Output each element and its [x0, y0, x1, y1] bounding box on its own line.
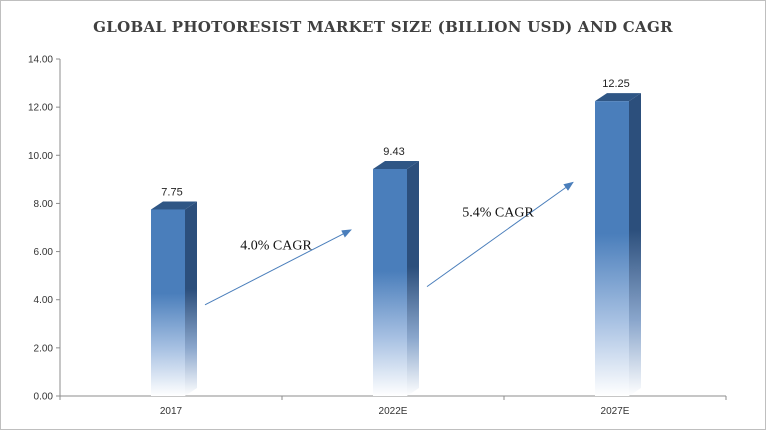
bar-front	[373, 169, 407, 396]
cagr-arrow	[426, 181, 574, 288]
cagr-label: 5.4% CAGR	[462, 205, 534, 220]
bar-2027E	[595, 93, 641, 396]
x-tick-label: 2017	[160, 406, 183, 417]
bar-top	[595, 93, 641, 102]
cagr-arrow	[204, 229, 352, 306]
bar-side	[629, 93, 641, 396]
y-tick-label: 14.00	[28, 55, 53, 66]
data-label: 12.25	[602, 78, 630, 90]
y-tick-label: 12.00	[28, 103, 53, 114]
x-tick-label: 2022E	[379, 406, 408, 417]
bar-side	[407, 161, 419, 396]
bar-front	[151, 209, 185, 396]
y-tick-label: 2.00	[34, 343, 54, 354]
y-tick-label: 10.00	[28, 151, 53, 162]
bar-top	[373, 161, 419, 170]
bar-2022E	[373, 161, 419, 396]
bar-top	[151, 201, 197, 210]
bar-side	[185, 201, 197, 396]
bar-front	[595, 101, 629, 396]
cagr-label: 4.0% CAGR	[240, 238, 312, 253]
y-tick-label: 0.00	[34, 392, 54, 403]
bar-2017	[151, 201, 197, 396]
data-label: 7.75	[161, 186, 182, 198]
y-tick-label: 6.00	[34, 247, 54, 258]
x-tick-label: 2027E	[601, 406, 630, 417]
data-label: 9.43	[383, 146, 404, 158]
chart-title: GLOBAL PHOTORESIST MARKET SIZE (BILLION …	[93, 18, 673, 36]
y-tick-label: 4.00	[34, 295, 54, 306]
y-tick-label: 8.00	[34, 199, 54, 210]
